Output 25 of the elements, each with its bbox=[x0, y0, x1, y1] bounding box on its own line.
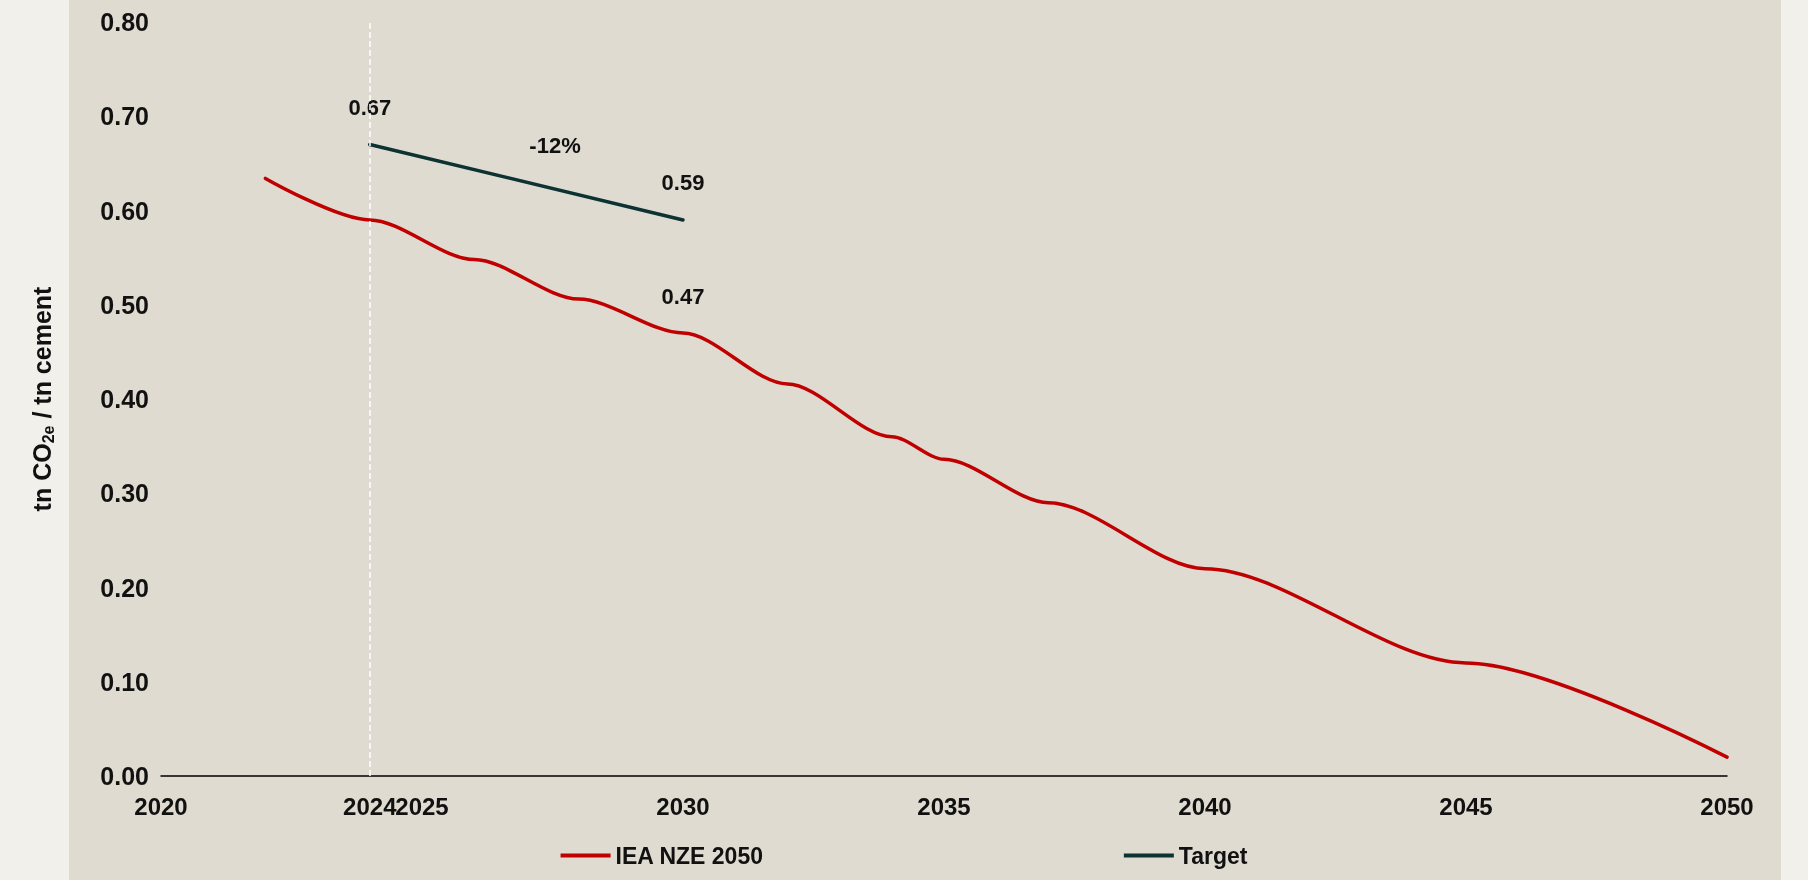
data-label: 0.67 bbox=[348, 95, 392, 121]
x-tick-label: 2045 bbox=[1439, 792, 1493, 820]
legend-label: IEA NZE 2050 bbox=[615, 842, 763, 869]
y-tick-label: 0.00 bbox=[100, 762, 149, 790]
y-tick-label: 0.20 bbox=[100, 573, 149, 602]
y-tick-label: 0.40 bbox=[100, 385, 149, 413]
y-tick-label: 0.30 bbox=[100, 479, 149, 508]
y-tick-label: 0.50 bbox=[100, 290, 149, 319]
x-tick-label: 2024 bbox=[343, 792, 398, 820]
x-tick-label: 2025 bbox=[395, 792, 449, 820]
x-tick-label: 2020 bbox=[134, 792, 188, 820]
x-tick-label: 2035 bbox=[917, 792, 971, 820]
data-label: 0.59 bbox=[661, 170, 705, 196]
legend-label: Target bbox=[1178, 842, 1248, 869]
data-label: 0.47 bbox=[661, 283, 705, 309]
x-tick-label: 2030 bbox=[656, 792, 710, 820]
y-axis-title: tn CO2e / tn cement bbox=[28, 285, 57, 512]
y-tick-label: 0.80 bbox=[100, 8, 149, 36]
line-series bbox=[263, 176, 1729, 759]
y-tick-label: 0.70 bbox=[100, 102, 149, 131]
y-tick-label: 0.60 bbox=[100, 196, 149, 225]
y-tick-label: 0.10 bbox=[100, 667, 149, 696]
annotation: -12% bbox=[529, 132, 581, 158]
x-tick-label: 2040 bbox=[1178, 792, 1232, 820]
x-tick-label: 2050 bbox=[1700, 792, 1754, 820]
